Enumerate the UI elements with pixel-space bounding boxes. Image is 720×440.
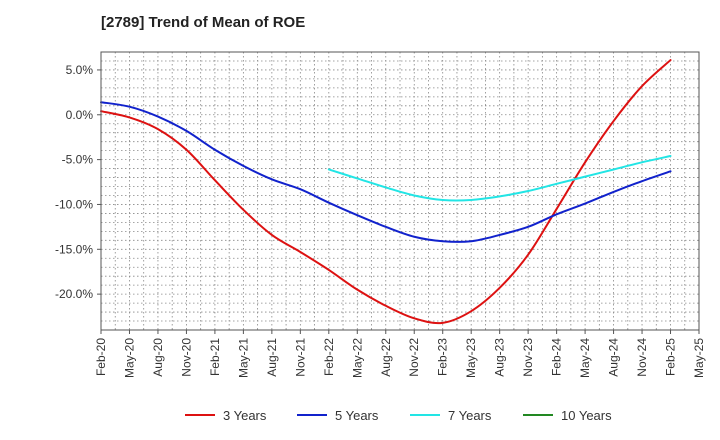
x-tick-label: Feb-24 xyxy=(550,338,564,376)
plot-frame xyxy=(100,51,700,331)
x-tick-label: Aug-21 xyxy=(265,338,279,377)
y-tick-label: 0.0% xyxy=(66,108,94,122)
legend-label-7-years: 7 Years xyxy=(448,408,492,423)
x-tick-label: May-24 xyxy=(578,338,592,378)
x-tick-label: Feb-20 xyxy=(94,338,108,376)
x-tick-label: Aug-24 xyxy=(607,338,621,377)
x-tick-label: May-21 xyxy=(236,338,250,378)
series-line-3-years xyxy=(100,59,672,325)
x-tick-label: May-23 xyxy=(464,338,478,378)
legend-label-3-years: 3 Years xyxy=(223,408,267,423)
x-tick-label: May-25 xyxy=(692,338,706,378)
x-tick-label: Feb-25 xyxy=(664,338,678,376)
x-tick-label: Aug-23 xyxy=(493,338,507,377)
x-tick-label: Feb-21 xyxy=(208,338,222,376)
legend: 3 Years 5 Years 7 Years 10 Years xyxy=(185,408,612,423)
y-tick-label: -15.0% xyxy=(55,242,93,256)
x-tick-label: Nov-22 xyxy=(407,338,421,377)
x-tick-label: Aug-22 xyxy=(379,338,393,377)
y-tick-label: -20.0% xyxy=(55,287,93,301)
x-tick-label: Nov-20 xyxy=(179,338,193,377)
y-tick-label: -5.0% xyxy=(62,153,94,167)
x-tick-label: May-20 xyxy=(122,338,136,378)
axis-layer: 5.0% 0.0% -5.0% -10.0% -15.0% -20.0% Feb-20 May… xyxy=(55,63,706,378)
x-tick-label: Feb-23 xyxy=(436,338,450,376)
x-tick-label: May-22 xyxy=(350,338,364,378)
series-layer xyxy=(100,59,672,325)
y-tick-label: -10.0% xyxy=(55,197,93,211)
series-line-5-years xyxy=(100,101,672,243)
x-tick-label: Aug-20 xyxy=(151,338,165,377)
legend-label-5-years: 5 Years xyxy=(335,408,379,423)
y-tick-label: 5.0% xyxy=(66,63,94,77)
series-line-7-years xyxy=(327,155,672,202)
chart-title: [2789] Trend of Mean of ROE xyxy=(101,14,306,31)
legend-label-10-years: 10 Years xyxy=(561,408,612,423)
x-tick-label: Nov-21 xyxy=(293,338,307,377)
x-tick-label: Feb-22 xyxy=(322,338,336,376)
x-tick-label: Nov-23 xyxy=(521,338,535,377)
x-tick-label: Nov-24 xyxy=(635,338,649,377)
